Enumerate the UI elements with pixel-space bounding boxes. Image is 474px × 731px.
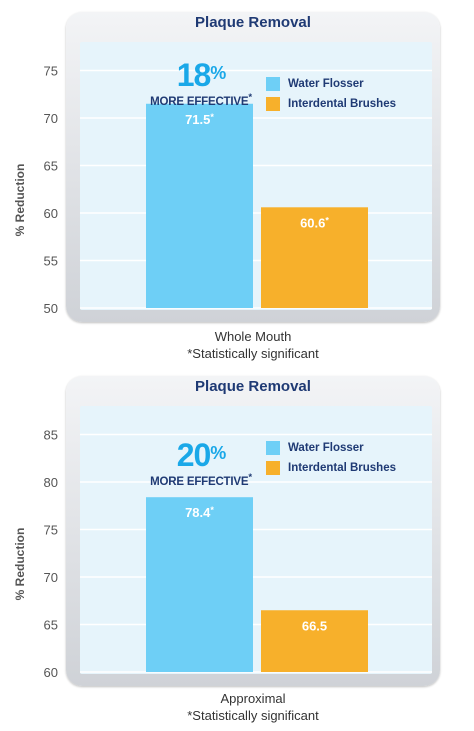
bar-value-mark: * xyxy=(210,505,214,515)
y-tick-label: 55 xyxy=(44,254,58,269)
chart-panel-whole-mouth: Plaque Removal % Reduction 50 55 60 65 70 75 7… xyxy=(0,0,474,365)
bar-water-flosser xyxy=(146,497,253,672)
x-axis-caption: Approximal *Statistically significant xyxy=(66,690,440,724)
x-axis-label: Whole Mouth xyxy=(214,329,292,344)
callout-value: 20 xyxy=(176,437,212,473)
bar-value-label: 78.4* xyxy=(185,505,214,520)
legend-swatch xyxy=(266,441,280,455)
bar-value-mark: * xyxy=(210,112,214,122)
callout-mark: * xyxy=(248,472,252,483)
chart-title: Plaque Removal xyxy=(195,14,311,31)
callout-text: MORE EFFECTIVE xyxy=(150,475,249,488)
legend-label: Interdental Brushes xyxy=(288,98,396,110)
bar-value-label: 60.6* xyxy=(300,215,329,230)
legend-label: Interdental Brushes xyxy=(288,462,396,474)
legend-swatch xyxy=(266,97,280,111)
plot-area xyxy=(80,42,432,310)
chart-title: Plaque Removal xyxy=(195,378,311,395)
y-tick-label: 65 xyxy=(44,159,58,174)
y-tick-label: 75 xyxy=(44,523,58,538)
legend-item-interdental-brushes: Interdental Brushes xyxy=(266,458,396,478)
y-tick-label: 65 xyxy=(44,618,58,633)
callout-mark: * xyxy=(248,92,252,103)
bar-value-mark: * xyxy=(325,215,329,225)
y-tick-label: 50 xyxy=(44,301,58,316)
y-tick-label: 60 xyxy=(44,206,58,221)
legend-label: Water Flosser xyxy=(288,78,364,90)
legend-item-water-flosser: Water Flosser xyxy=(266,438,396,458)
bar-interdental-brushes xyxy=(261,610,368,672)
legend: Water Flosser Interdental Brushes xyxy=(266,438,396,478)
plot-area xyxy=(80,406,432,674)
bar-water-flosser xyxy=(146,103,253,308)
callout-unit: % xyxy=(210,63,226,83)
y-tick-label: 85 xyxy=(44,428,58,443)
x-axis-caption: Whole Mouth *Statistically significant xyxy=(66,328,440,362)
bar-interdental-brushes xyxy=(261,207,368,308)
y-tick-label: 75 xyxy=(44,64,58,79)
callout-text: MORE EFFECTIVE xyxy=(150,95,249,108)
legend-item-interdental-brushes: Interdental Brushes xyxy=(266,94,396,114)
effectiveness-callout: 18% MORE EFFECTIVE* xyxy=(146,58,256,108)
callout-unit: % xyxy=(210,443,226,463)
x-axis-label: Approximal xyxy=(220,691,286,706)
legend-swatch xyxy=(266,461,280,475)
legend: Water Flosser Interdental Brushes xyxy=(266,74,396,114)
y-tick-label: 70 xyxy=(44,111,58,126)
bar-value-label: 71.5* xyxy=(185,112,214,127)
y-tick-label: 60 xyxy=(44,665,58,680)
callout-value: 18 xyxy=(176,57,212,93)
effectiveness-callout: 20% MORE EFFECTIVE* xyxy=(146,438,256,488)
bar-chart-svg: 50 55 60 65 70 75 71.5* 60.6* xyxy=(44,64,432,316)
legend-label: Water Flosser xyxy=(288,442,364,454)
chart-panel-approximal: Plaque Removal % Reduction 60 65 70 75 80 85 7… xyxy=(0,364,474,729)
legend-swatch xyxy=(266,77,280,91)
footnote: *Statistically significant xyxy=(187,346,319,361)
bar-chart-svg: 60 65 70 75 80 85 78.4* 66.5 xyxy=(44,428,432,680)
legend-item-water-flosser: Water Flosser xyxy=(266,74,396,94)
y-tick-label: 70 xyxy=(44,570,58,585)
y-tick-label: 80 xyxy=(44,475,58,490)
bar-value-label: 66.5 xyxy=(302,618,327,633)
footnote: *Statistically significant xyxy=(187,708,319,723)
